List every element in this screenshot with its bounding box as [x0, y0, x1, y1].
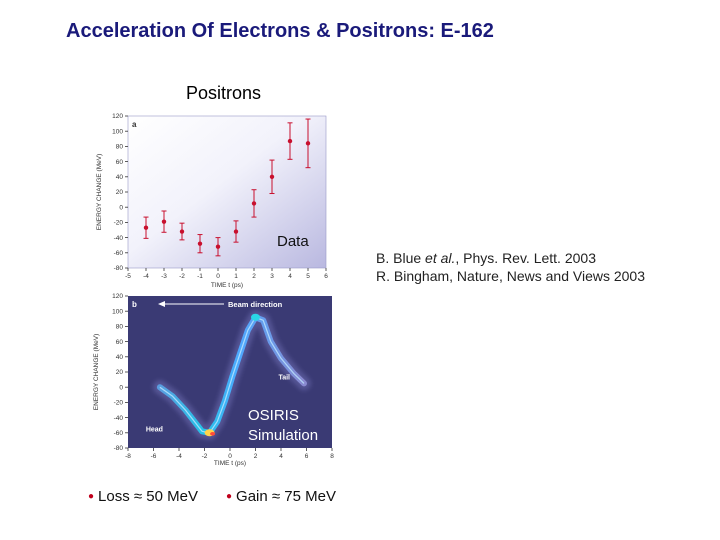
data-scatter-chart: -80 -60 -40 -20 0 20 40 60 80 100 120 -5 -4 -3 -2 -1 0 1 2… — [96, 113, 328, 289]
data-plot-area — [127, 115, 327, 269]
y-tick-label: 80 — [116, 324, 124, 331]
data-point — [161, 219, 167, 224]
bullet-gain: ● Gain ≈ 75 MeV — [226, 488, 336, 505]
y-tick-label: 120 — [112, 293, 123, 300]
x-axis-label: TIME t (ps) — [214, 460, 246, 467]
chart-subtitle: Positrons — [186, 83, 262, 103]
y-tick-label: 60 — [116, 159, 124, 166]
simulation-annotation: OSIRIS Simulation — [248, 406, 318, 446]
y-tick-label: 40 — [116, 354, 124, 361]
x-tick-label: -3 — [161, 273, 167, 280]
y-axis-label: ENERGY CHANGE (MeV) — [96, 154, 103, 230]
tail-label: Tail — [278, 375, 290, 382]
y-tick-label: -60 — [114, 250, 124, 257]
y-tick-label: 0 — [119, 384, 123, 391]
x-tick-label: 6 — [305, 453, 309, 460]
data-point — [251, 201, 257, 206]
x-tick-label: 4 — [279, 453, 283, 460]
simulation-ridge-core — [159, 316, 305, 434]
y-axis-label: ENERGY CHANGE (MeV) — [93, 334, 100, 410]
y-tick-label: -40 — [114, 235, 124, 242]
x-tick-label: -5 — [125, 273, 131, 280]
panel-label: b — [132, 300, 137, 309]
x-tick-label: -1 — [197, 273, 203, 280]
data-point — [269, 174, 275, 179]
y-tick-label: -80 — [114, 445, 124, 452]
y-tick-label: -20 — [114, 400, 124, 407]
beam-direction-label: Beam direction — [228, 300, 283, 309]
x-tick-label: 0 — [228, 453, 232, 460]
x-tick-label: -2 — [179, 273, 185, 280]
y-tick-label: 100 — [112, 308, 123, 315]
data-point — [287, 138, 293, 144]
simulation-annotation-line-2: Simulation — [248, 427, 319, 444]
x-tick-label: -8 — [125, 453, 131, 460]
references: B. Blue et al., Phys. Rev. Lett. 2003 R.… — [376, 249, 645, 285]
y-tick-label: -80 — [114, 265, 124, 272]
x-tick-label: -2 — [202, 453, 208, 460]
simulation-hotspot-low-core — [210, 432, 216, 436]
y-tick-label: 40 — [116, 174, 124, 181]
simulation-hotspot-high — [251, 313, 260, 321]
beam-arrow-head — [158, 301, 165, 307]
reference-1: B. Blue et al., Phys. Rev. Lett. 2003 — [376, 250, 596, 266]
y-tick-label: 20 — [116, 189, 124, 196]
x-tick-label: -4 — [176, 453, 182, 460]
x-tick-label: 5 — [306, 273, 310, 280]
y-tick-label: 60 — [116, 339, 124, 346]
data-point — [143, 225, 149, 230]
data-point — [197, 241, 203, 246]
x-tick-label: 8 — [330, 453, 334, 460]
y-tick-label: 120 — [112, 113, 123, 120]
y-tick-label: 20 — [116, 369, 124, 376]
x-tick-label: 2 — [252, 273, 256, 280]
data-point — [233, 229, 239, 234]
x-tick-label: 4 — [288, 273, 292, 280]
x-tick-label: 6 — [324, 273, 328, 280]
x-tick-label: 3 — [270, 273, 274, 280]
x-tick-label: 1 — [234, 273, 238, 280]
x-tick-label: -4 — [143, 273, 149, 280]
x-tick-label: -6 — [151, 453, 157, 460]
y-tick-label: 0 — [119, 204, 123, 211]
y-tick-label: 80 — [116, 144, 124, 151]
data-point — [215, 244, 221, 249]
head-label: Head — [146, 426, 163, 433]
x-tick-label: 2 — [254, 453, 258, 460]
y-tick-label: 100 — [112, 128, 123, 135]
simulation-annotation-line-1: OSIRIS — [248, 407, 299, 424]
x-axis-label: TIME t (ps) — [211, 282, 243, 289]
panel-label: a — [132, 120, 137, 129]
data-point — [179, 229, 185, 234]
bullet-loss: ● Loss ≈ 50 MeV — [88, 488, 198, 505]
data-annotation: Data — [277, 233, 309, 250]
y-tick-label: -40 — [114, 415, 124, 422]
data-point — [305, 141, 311, 146]
y-tick-label: -20 — [114, 220, 124, 227]
reference-2: R. Bingham, Nature, News and Views 2003 — [376, 268, 645, 284]
y-tick-label: -60 — [114, 430, 124, 437]
x-tick-label: 0 — [216, 273, 220, 280]
page-title: Acceleration Of Electrons & Positrons: E… — [66, 20, 494, 42]
